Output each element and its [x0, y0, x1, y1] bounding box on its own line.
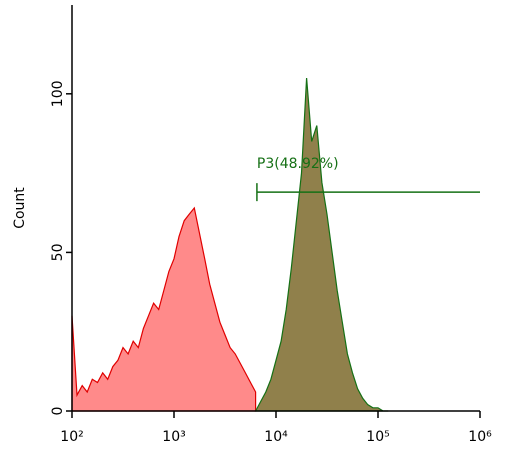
- x-tick-label: 10⁶: [468, 429, 492, 445]
- y-axis-label: Count: [12, 187, 28, 229]
- x-tick-label: 10³: [162, 429, 185, 445]
- y-tick-label: 100: [50, 80, 66, 107]
- y-tick-label: 0: [50, 407, 66, 416]
- x-tick-label: 10²: [60, 429, 83, 445]
- histogram-area: [71, 206, 257, 412]
- y-tick-label: 50: [50, 243, 66, 261]
- x-tick-label: 10⁴: [264, 429, 288, 445]
- histogram-area: [254, 77, 389, 412]
- gate-label: P3(48.92%): [257, 156, 339, 172]
- x-tick-label: 10⁵: [366, 429, 389, 445]
